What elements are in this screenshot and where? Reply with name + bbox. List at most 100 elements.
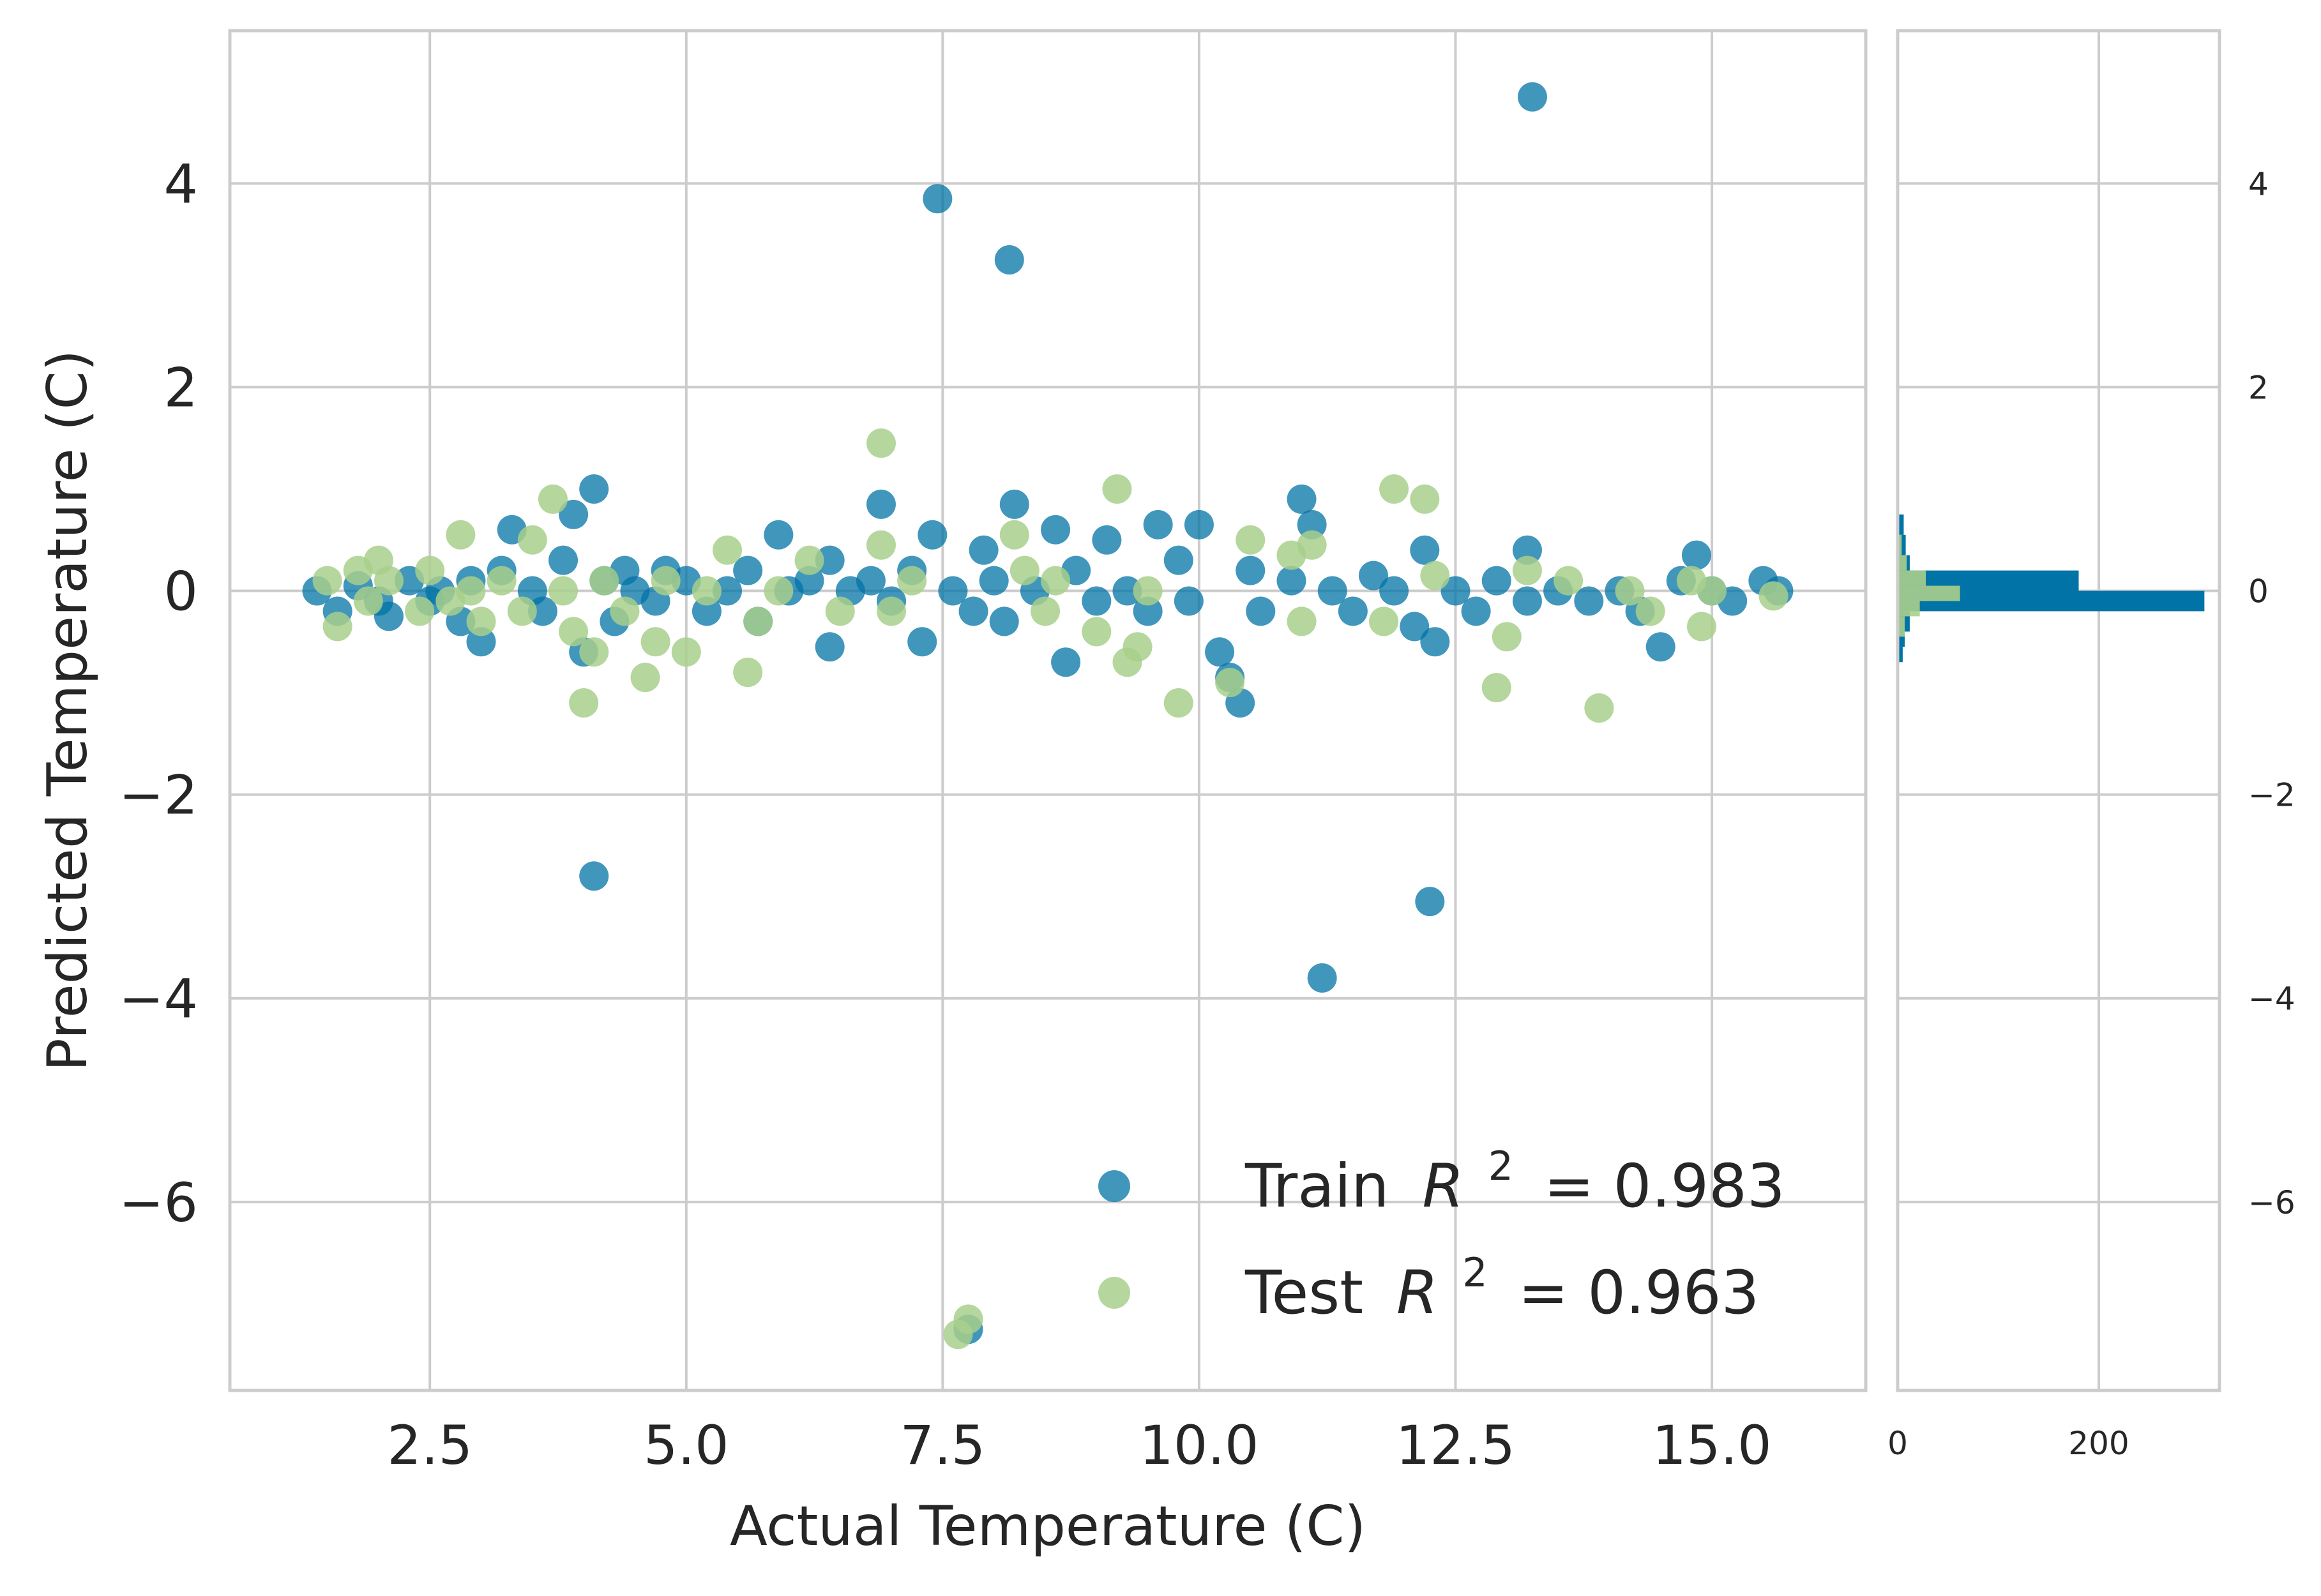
train-point bbox=[1112, 576, 1142, 606]
residual-histogram bbox=[1898, 514, 2205, 663]
histogram-y-tick-label: −6 bbox=[2248, 1184, 2295, 1221]
test-point bbox=[538, 484, 568, 514]
test-point bbox=[764, 576, 794, 606]
train-point bbox=[692, 596, 722, 626]
y-tick-label: 4 bbox=[164, 153, 198, 215]
train-point bbox=[1317, 576, 1347, 606]
test-point bbox=[671, 637, 701, 667]
test-point bbox=[1236, 525, 1266, 555]
train-point bbox=[733, 555, 763, 585]
test-point bbox=[1102, 474, 1132, 504]
test-point bbox=[1758, 581, 1788, 611]
y-tick-labels: 4 2 0 −2 −4 −6 bbox=[119, 153, 198, 1234]
test-point bbox=[1287, 606, 1317, 636]
test-point bbox=[999, 520, 1029, 550]
test-point bbox=[322, 612, 352, 642]
test-point bbox=[1554, 566, 1584, 596]
y-tick-label: 0 bbox=[164, 561, 198, 623]
train-point bbox=[764, 520, 794, 550]
legend-test-marker bbox=[1098, 1277, 1130, 1309]
train-point bbox=[979, 566, 1009, 596]
test-point bbox=[456, 576, 486, 606]
train-point bbox=[374, 601, 404, 631]
side-plot-frame bbox=[1896, 29, 2221, 1392]
train-point bbox=[713, 576, 743, 606]
train-point bbox=[1082, 586, 1112, 616]
test-point bbox=[507, 596, 537, 626]
test-point bbox=[1009, 555, 1040, 585]
train-point bbox=[969, 535, 999, 565]
test-point bbox=[610, 596, 640, 626]
histogram-y-tick-label: −4 bbox=[2248, 981, 2295, 1018]
legend-test-r: R bbox=[1396, 1258, 1438, 1328]
train-point bbox=[958, 596, 988, 626]
x-tick-labels: 2.5 5.0 7.5 10.0 12.5 15.0 bbox=[387, 1414, 1771, 1477]
train-point bbox=[579, 861, 609, 891]
histogram-train-bar bbox=[1898, 631, 1905, 647]
x-tick-label: 10.0 bbox=[1139, 1414, 1259, 1477]
train-point bbox=[1041, 515, 1071, 545]
legend-test-text: Test R 2 = 0.963 bbox=[1244, 1231, 1759, 1328]
legend-train-marker bbox=[1098, 1170, 1130, 1202]
train-point bbox=[1481, 566, 1511, 596]
test-point bbox=[1686, 612, 1716, 642]
test-point bbox=[953, 1304, 983, 1334]
train-point bbox=[1246, 596, 1276, 626]
test-point bbox=[866, 428, 896, 458]
y-tick-label: −6 bbox=[119, 1171, 198, 1234]
train-point bbox=[1645, 632, 1675, 662]
histogram-test-bar bbox=[1898, 570, 1926, 586]
test-point bbox=[517, 525, 547, 555]
test-point bbox=[1297, 530, 1327, 560]
train-point bbox=[1512, 586, 1542, 616]
train-point bbox=[1358, 561, 1388, 591]
test-point bbox=[1410, 484, 1440, 514]
train-point bbox=[466, 627, 496, 657]
train-point bbox=[548, 545, 578, 575]
histogram-y-tick-labels: 4 2 0 −2 −4 −6 bbox=[2248, 165, 2295, 1221]
x-tick-label: 12.5 bbox=[1396, 1414, 1515, 1477]
test-point bbox=[1379, 474, 1409, 504]
x-tick-label: 7.5 bbox=[900, 1414, 986, 1477]
y-tick-label: 2 bbox=[164, 356, 198, 419]
train-point bbox=[1574, 586, 1604, 616]
test-point bbox=[1635, 596, 1665, 626]
train-point bbox=[1400, 612, 1430, 642]
histogram-test-bar bbox=[1898, 616, 1905, 637]
train-point bbox=[1174, 586, 1204, 616]
test-point bbox=[374, 566, 404, 596]
histogram-train-bar bbox=[1898, 647, 1903, 663]
test-point bbox=[487, 566, 517, 596]
test-point bbox=[651, 566, 681, 596]
train-point bbox=[1681, 540, 1711, 570]
test-point bbox=[743, 606, 773, 636]
test-point bbox=[569, 688, 599, 718]
test-point bbox=[446, 520, 476, 550]
legend-test-value: = 0.963 bbox=[1518, 1258, 1760, 1328]
train-point bbox=[1297, 509, 1327, 539]
train-point bbox=[1379, 576, 1409, 606]
legend-train-r: R bbox=[1422, 1152, 1463, 1221]
test-point bbox=[1492, 622, 1522, 652]
train-point bbox=[1307, 963, 1337, 993]
test-point bbox=[897, 566, 927, 596]
test-point bbox=[692, 576, 722, 606]
train-point bbox=[559, 499, 589, 529]
train-point bbox=[923, 184, 953, 214]
legend-test-label: Test bbox=[1244, 1258, 1363, 1328]
test-point bbox=[630, 663, 660, 693]
y-tick-label: −4 bbox=[119, 968, 198, 1030]
x-tick-label: 15.0 bbox=[1652, 1414, 1772, 1477]
train-point bbox=[907, 627, 937, 657]
train-point bbox=[1051, 647, 1081, 677]
test-point bbox=[466, 606, 496, 636]
train-point bbox=[989, 606, 1019, 636]
train-point bbox=[1415, 887, 1445, 917]
test-point bbox=[713, 535, 743, 565]
test-point bbox=[733, 658, 763, 688]
histogram-y-tick-label: −2 bbox=[2248, 777, 2295, 814]
x-axis-label: Actual Temperature (C) bbox=[730, 1494, 1366, 1558]
test-point bbox=[1481, 673, 1511, 703]
